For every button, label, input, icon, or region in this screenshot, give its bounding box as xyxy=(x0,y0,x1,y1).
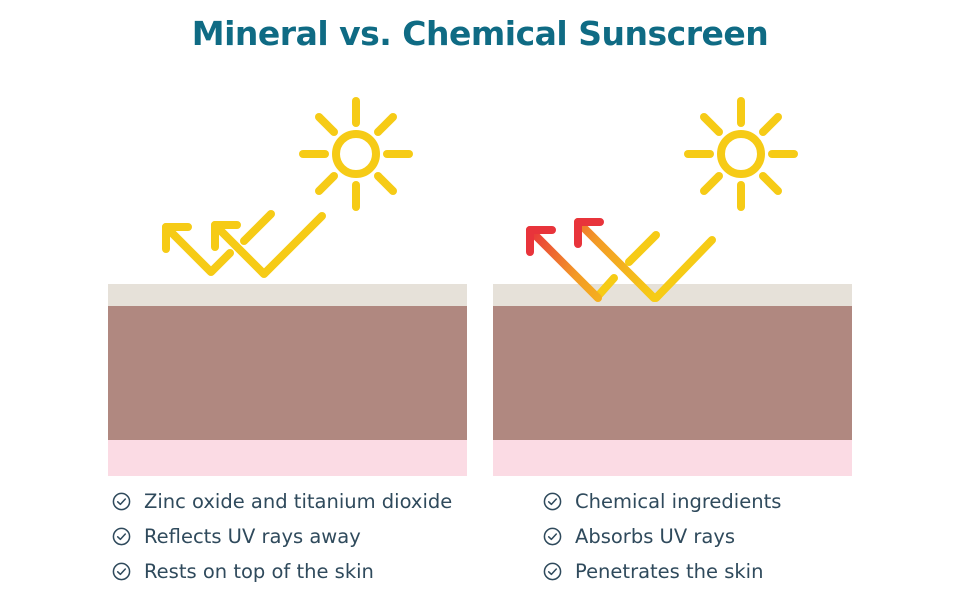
point-text: Zinc oxide and titanium dioxide xyxy=(144,490,453,513)
skin-layer xyxy=(493,306,852,440)
point-text: Rests on top of the skin xyxy=(144,560,374,583)
list-item: Penetrates the skin xyxy=(543,554,781,589)
chemical-panel xyxy=(493,97,852,476)
point-text: Reflects UV rays away xyxy=(144,525,361,548)
point-text: Chemical ingredients xyxy=(575,490,782,513)
mineral-checklist: Zinc oxide and titanium dioxide Reflects… xyxy=(112,484,452,589)
list-item: Reflects UV rays away xyxy=(112,519,452,554)
mineral-panel xyxy=(108,97,467,476)
point-text: Penetrates the skin xyxy=(575,560,764,583)
sun-icon xyxy=(684,97,798,211)
sunscreen-layer xyxy=(108,284,467,306)
check-circle-icon xyxy=(112,527,131,546)
check-circle-icon xyxy=(543,562,562,581)
deep-skin-layer xyxy=(108,440,467,476)
page-title: Mineral vs. Chemical Sunscreen xyxy=(191,14,769,53)
point-text: Absorbs UV rays xyxy=(575,525,736,548)
check-circle-icon xyxy=(543,492,562,511)
list-item: Chemical ingredients xyxy=(543,484,781,519)
list-item: Zinc oxide and titanium dioxide xyxy=(112,484,452,519)
sunscreen-layer xyxy=(493,284,852,306)
uv-ray-arrow-icon xyxy=(162,210,326,278)
deep-skin-layer xyxy=(493,440,852,476)
uv-ray-arrow-icon xyxy=(526,218,716,302)
list-item: Absorbs UV rays xyxy=(543,519,781,554)
check-circle-icon xyxy=(112,562,131,581)
chemical-checklist: Chemical ingredients Absorbs UV rays Pen… xyxy=(543,484,781,589)
sun-icon xyxy=(299,97,413,211)
list-item: Rests on top of the skin xyxy=(112,554,452,589)
check-circle-icon xyxy=(543,527,562,546)
check-circle-icon xyxy=(112,492,131,511)
skin-layer xyxy=(108,306,467,440)
